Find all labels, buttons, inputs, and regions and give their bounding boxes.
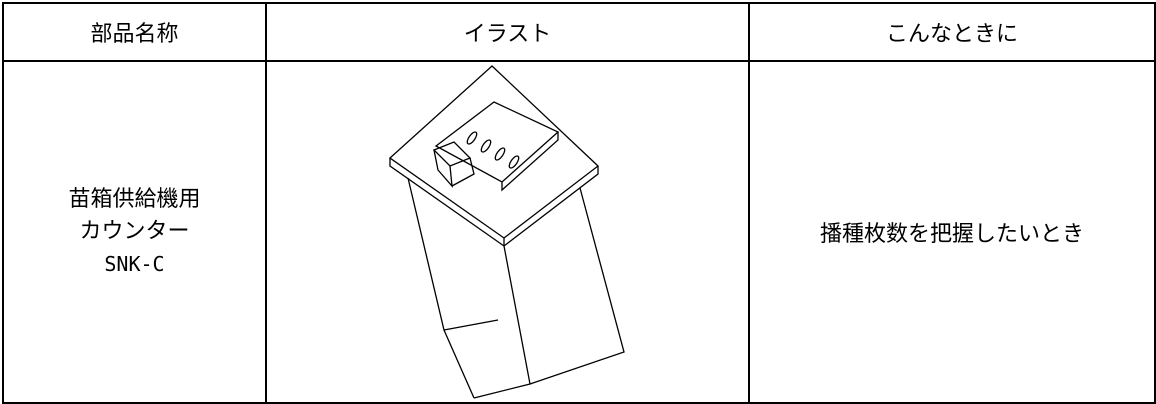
counter-digit [466, 131, 477, 145]
part-name-cell: 苗箱供給機用 カウンター SNK-C [2, 60, 267, 404]
part-name-line: 苗箱供給機用 [68, 187, 201, 212]
part-model: SNK-C [104, 252, 165, 276]
counter-digit [480, 139, 491, 153]
usage-cell: 播種枚数を把握したいとき [748, 60, 1156, 404]
header-cell: 部品名称 [2, 2, 267, 62]
illustration-cell [265, 60, 750, 404]
part-name-line: カウンター [79, 219, 190, 244]
counter-edge [500, 132, 559, 192]
counter-tab [451, 157, 475, 187]
counter-digit [494, 147, 505, 161]
plate-top [388, 65, 599, 239]
body-row: 苗箱供給機用 カウンター SNK-C [2, 60, 1156, 404]
body-edge [529, 187, 625, 385]
counter-illustration [388, 65, 625, 399]
body-edge [406, 177, 475, 399]
header-cell: こんなときに [748, 2, 1156, 62]
header-cell: イラスト [265, 2, 750, 62]
counter-digit [508, 155, 519, 169]
body-edge [443, 319, 498, 331]
header-row: 部品名称 イラスト こんなときに [2, 2, 1156, 62]
counter-tab [432, 149, 453, 188]
body-edge [473, 245, 531, 399]
